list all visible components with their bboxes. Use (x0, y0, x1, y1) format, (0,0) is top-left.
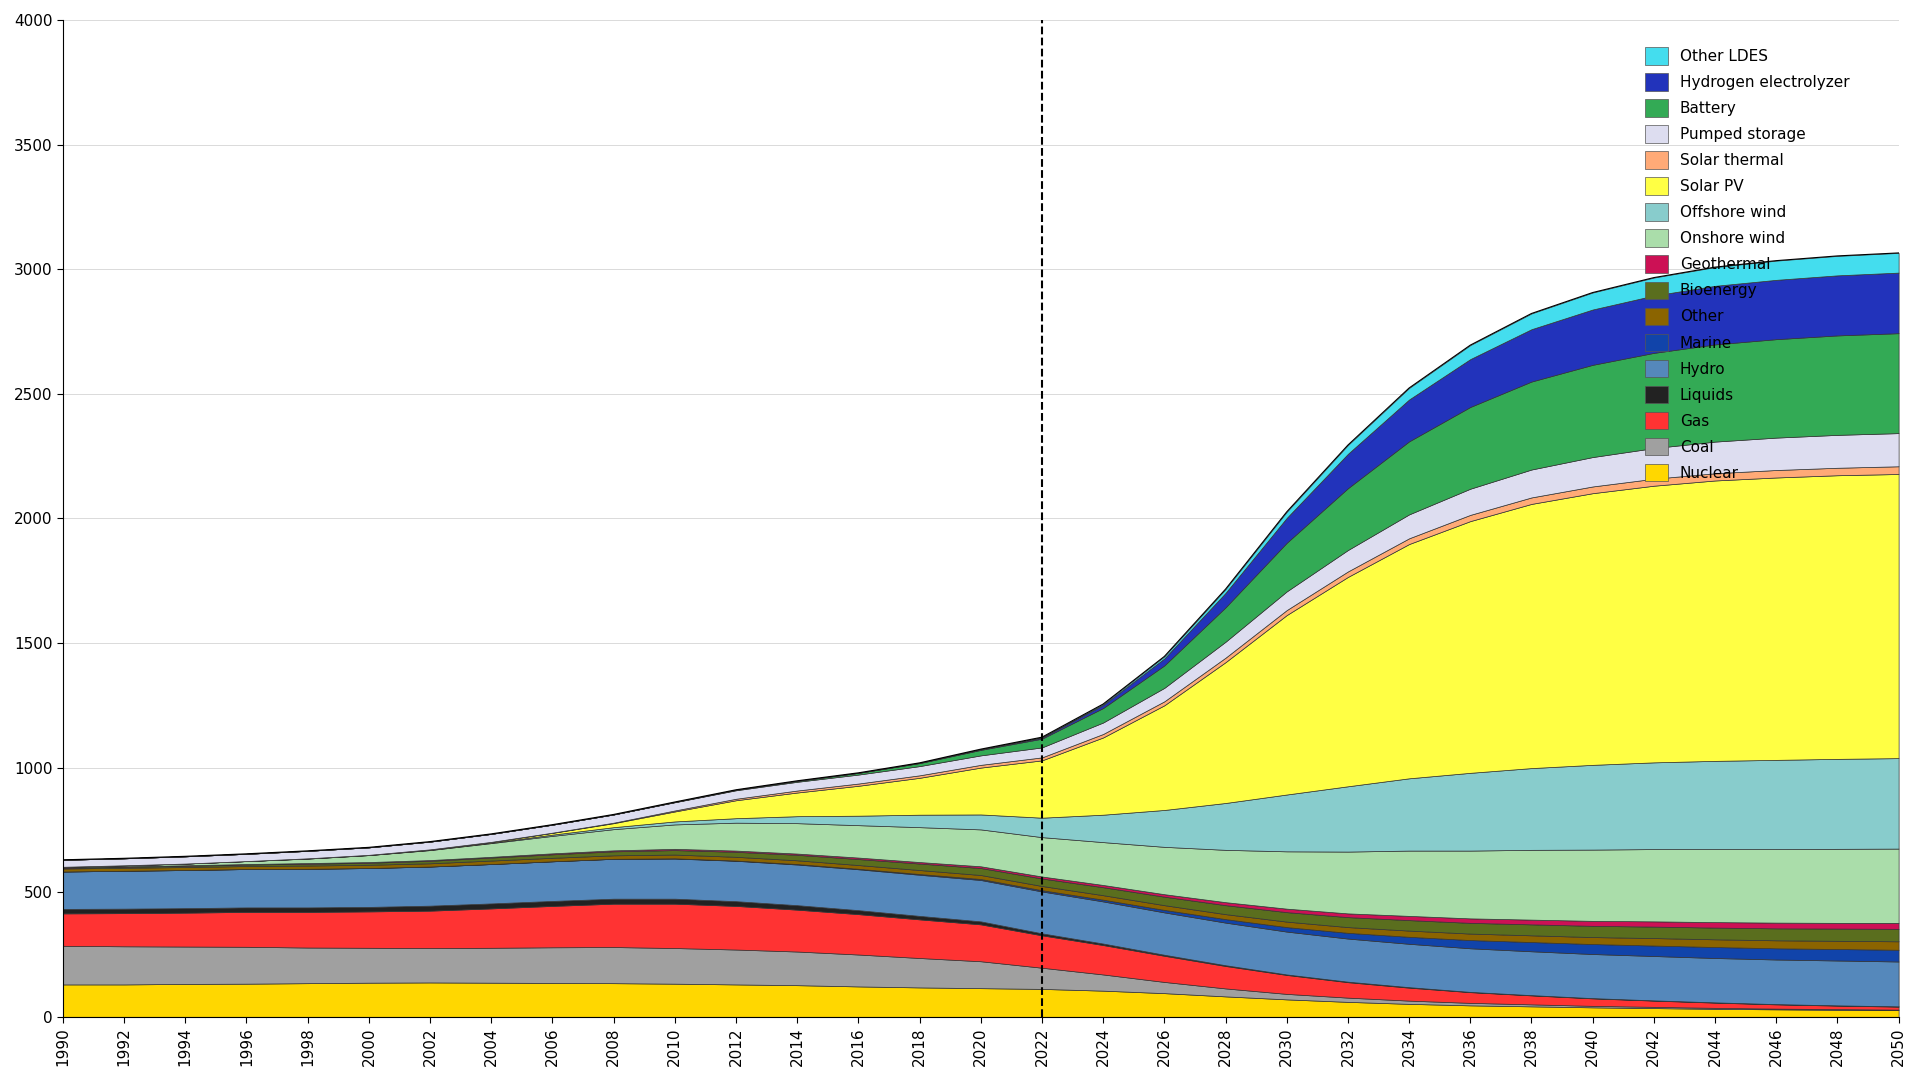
Legend: Other LDES, Hydrogen electrolyzer, Battery, Pumped storage, Solar thermal, Solar: Other LDES, Hydrogen electrolyzer, Batte… (1640, 42, 1855, 486)
